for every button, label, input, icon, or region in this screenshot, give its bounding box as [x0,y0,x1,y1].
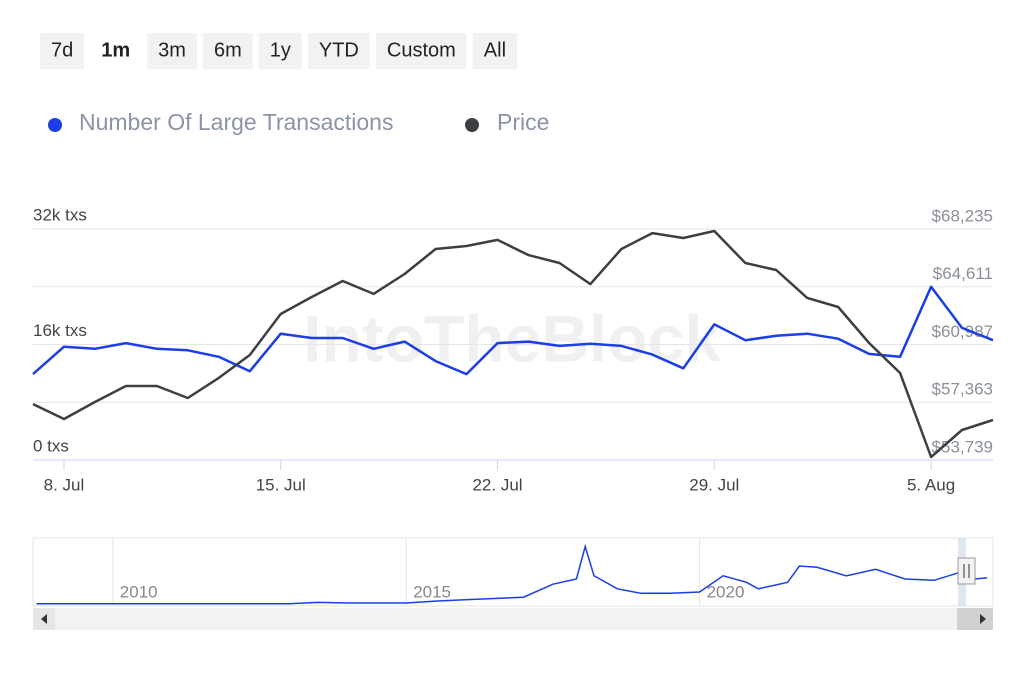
range-button[interactable] [472,33,518,69]
range-button-label[interactable]: Custom [387,39,456,61]
x-tick-label: 29. Jul [689,475,739,494]
navigator-label: 2015 [413,582,451,601]
x-tick-label: 8. Jul [44,475,85,494]
range-button-label[interactable]: 1m [101,39,130,61]
range-button-label[interactable]: All [484,39,506,61]
range-button[interactable] [307,33,370,69]
series-line [32,285,994,376]
y-tick-label: 0 txs [33,436,69,455]
y2-tick-label: $60,987 [932,322,993,341]
range-button[interactable] [147,33,197,69]
navigator-handle[interactable] [957,557,976,585]
navigator [32,537,994,607]
arrow [41,614,47,624]
navigator-label: 2020 [707,582,745,601]
range-button-label[interactable]: 1y [270,39,291,61]
range-button-label[interactable]: 7d [51,39,73,61]
scrollbar[interactable] [33,608,993,630]
y2-tick-label: $68,235 [932,206,993,225]
range-button[interactable] [202,33,253,69]
series-line [32,229,994,459]
legend-swatch [48,118,62,132]
range-button[interactable] [90,33,142,69]
x-tick-label: 22. Jul [472,475,522,494]
range-button-label[interactable]: 6m [214,39,242,61]
navigator-label: 2010 [120,582,158,601]
x-tick-label: 5. Aug [907,475,955,494]
legend-swatch [465,118,479,132]
range-button[interactable] [258,33,302,69]
range-button-label[interactable]: YTD [319,39,359,61]
y-tick-label: 32k txs [33,205,87,224]
navigator-line [36,543,988,605]
legend-label[interactable]: Number Of Large Transactions [79,109,393,135]
y2-tick-label: $64,611 [933,264,993,283]
x-tick-label: 15. Jul [256,475,306,494]
range-button-label[interactable]: 3m [158,39,186,61]
y-tick-label: 16k txs [33,321,87,340]
arrow [980,614,986,624]
y2-tick-label: $57,363 [932,380,993,399]
scroll-thumb[interactable] [957,608,993,630]
legend-label[interactable]: Price [497,109,549,135]
handle-grip [963,564,970,578]
range-button[interactable] [375,33,467,69]
watermark: IntoTheBlock [303,301,721,375]
range-button[interactable] [40,33,85,69]
